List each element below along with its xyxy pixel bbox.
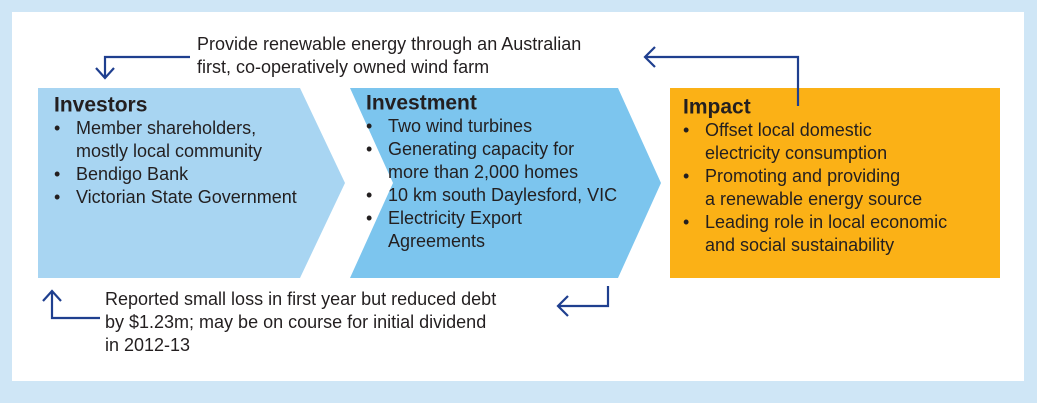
arrow — [42, 289, 100, 320]
bullet-text: Leading role in local economic — [705, 212, 947, 232]
bullet: • — [366, 208, 372, 228]
bullet-text: Agreements — [388, 231, 485, 251]
top-note: first, co-operatively owned wind farm — [197, 57, 489, 77]
bullet: • — [366, 116, 372, 136]
bullet: • — [366, 185, 372, 205]
bullet-text: Promoting and providing — [705, 166, 900, 186]
bullet: • — [54, 118, 60, 138]
bullet: • — [683, 212, 689, 232]
bullet-text: Two wind turbines — [388, 116, 532, 136]
bullet-text: Generating capacity for — [388, 139, 574, 159]
arrow — [556, 286, 610, 317]
bottom-note: in 2012-13 — [105, 335, 190, 355]
box-title: Impact — [683, 96, 751, 119]
bullet-text: a renewable energy source — [705, 189, 922, 209]
top-note: Provide renewable energy through an Aust… — [197, 34, 581, 54]
bullet-text: mostly local community — [76, 141, 262, 161]
box-title: Investors — [54, 94, 147, 117]
impact-box — [670, 88, 1000, 278]
bullet: • — [683, 120, 689, 140]
arrow — [95, 55, 190, 80]
bullet-text: Victorian State Government — [76, 187, 297, 207]
box-title: Investment — [366, 92, 477, 115]
bullet-text: Electricity Export — [388, 208, 522, 228]
bullet: • — [54, 164, 60, 184]
bullet: • — [366, 139, 372, 159]
bullet-text: more than 2,000 homes — [388, 162, 578, 182]
bullet: • — [683, 166, 689, 186]
bullet: • — [54, 187, 60, 207]
arrow — [643, 46, 800, 106]
bullet-text: and social sustainability — [705, 235, 894, 255]
bottom-note: by $1.23m; may be on course for initial … — [105, 312, 486, 332]
investment-box — [350, 88, 661, 278]
bullet-text: Offset local domestic — [705, 120, 872, 140]
bullet-text: 10 km south Daylesford, VIC — [388, 185, 617, 205]
bullet-text: Member shareholders, — [76, 118, 256, 138]
bullet-text: electricity consumption — [705, 143, 887, 163]
bottom-note: Reported small loss in first year but re… — [105, 289, 496, 309]
bullet-text: Bendigo Bank — [76, 164, 189, 184]
investors-box — [38, 88, 345, 278]
